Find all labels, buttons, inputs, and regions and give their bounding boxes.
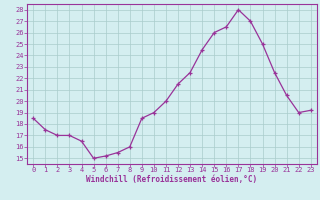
X-axis label: Windchill (Refroidissement éolien,°C): Windchill (Refroidissement éolien,°C) — [86, 175, 258, 184]
